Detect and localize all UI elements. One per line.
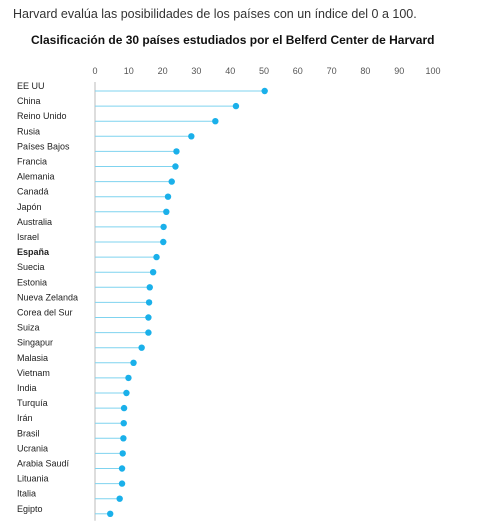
lollipop-dot <box>123 389 130 397</box>
x-tick-label: 50 <box>259 66 269 76</box>
lollipop-dot <box>173 148 180 155</box>
x-tick-label: 0 <box>92 66 97 76</box>
x-tick-label: 60 <box>293 66 303 76</box>
chart-marks <box>95 87 268 517</box>
category-label: Ucrania <box>17 443 48 453</box>
category-label: Países Bajos <box>17 141 70 151</box>
chart-subtitle: Harvard evalúa las posibilidades de los … <box>13 7 417 21</box>
category-label: Estonia <box>17 277 47 287</box>
category-label: Israel <box>17 232 39 242</box>
category-label: EE UU <box>17 81 45 91</box>
lollipop-dot <box>145 299 153 306</box>
category-label: Rusia <box>17 126 40 136</box>
x-tick-label: 40 <box>225 66 235 76</box>
x-tick-label: 100 <box>425 66 440 76</box>
category-label: Malasia <box>17 353 48 363</box>
x-tick-label: 80 <box>360 66 370 76</box>
category-label: Reino Unido <box>17 111 67 121</box>
category-label: Australia <box>17 217 52 227</box>
lollipop-dot <box>172 163 179 170</box>
lollipop-dot <box>120 435 127 442</box>
lollipop-dot <box>168 178 175 185</box>
category-label: España <box>17 247 50 257</box>
lollipop-dot <box>107 510 114 517</box>
category-label: Nueva Zelanda <box>17 292 78 302</box>
lollipop-dot <box>125 374 132 382</box>
lollipop-dot <box>163 208 170 215</box>
lollipop-dot <box>188 133 195 140</box>
lollipop-dot <box>212 118 219 125</box>
category-label: China <box>17 96 41 106</box>
category-label: Suecia <box>17 262 45 272</box>
lollipop-dot <box>138 344 145 351</box>
lollipop-dot <box>149 269 157 276</box>
category-label: Japón <box>17 202 42 212</box>
lollipop-dot <box>145 314 152 321</box>
chart-title: Clasificación de 30 países estudiados po… <box>31 33 435 47</box>
x-tick-label: 30 <box>191 66 201 76</box>
category-label: Francia <box>17 157 47 167</box>
lollipop-dot <box>164 193 172 200</box>
category-label: India <box>17 383 37 393</box>
category-label: Corea del Sur <box>17 308 73 318</box>
category-label: Italia <box>17 489 36 499</box>
category-label: Arabia Saudí <box>17 459 70 469</box>
lollipop-dot <box>119 450 126 457</box>
x-tick-label: 20 <box>158 66 168 76</box>
lollipop-dot <box>160 223 167 231</box>
y-axis-labels: EE UU China Reino Unido Rusia Países Bajos Fr… <box>17 81 78 514</box>
lollipop-dot <box>261 87 268 95</box>
category-label: Vietnam <box>17 368 50 378</box>
category-label: Suiza <box>17 323 40 333</box>
category-label: Alemania <box>17 172 55 182</box>
lollipop-dot <box>146 284 153 291</box>
lollipop-dot <box>232 102 240 110</box>
lollipop-dot <box>130 359 137 366</box>
x-tick-label: 70 <box>327 66 337 76</box>
lollipop-dot <box>118 465 126 472</box>
category-label: Singapur <box>17 338 53 348</box>
lollipop-dot <box>160 238 167 246</box>
x-tick-label: 90 <box>394 66 404 76</box>
lollipop-dot <box>153 253 160 261</box>
x-axis-ticks: 0 10 20 30 40 50 60 70 80 90 100 <box>92 66 440 76</box>
category-label: Egipto <box>17 504 43 514</box>
x-tick-label: 10 <box>124 66 134 76</box>
lollipop-dot <box>145 329 152 336</box>
lollipop-dot <box>120 404 128 412</box>
lollipop-dot <box>120 420 127 427</box>
category-label: Irán <box>17 413 33 423</box>
category-label: Lituania <box>17 474 49 484</box>
category-label: Canadá <box>17 187 49 197</box>
lollipop-dot <box>118 480 126 487</box>
category-label: Brasil <box>17 428 40 438</box>
category-label: Turquía <box>17 398 48 408</box>
lollipop-dot <box>116 495 123 502</box>
